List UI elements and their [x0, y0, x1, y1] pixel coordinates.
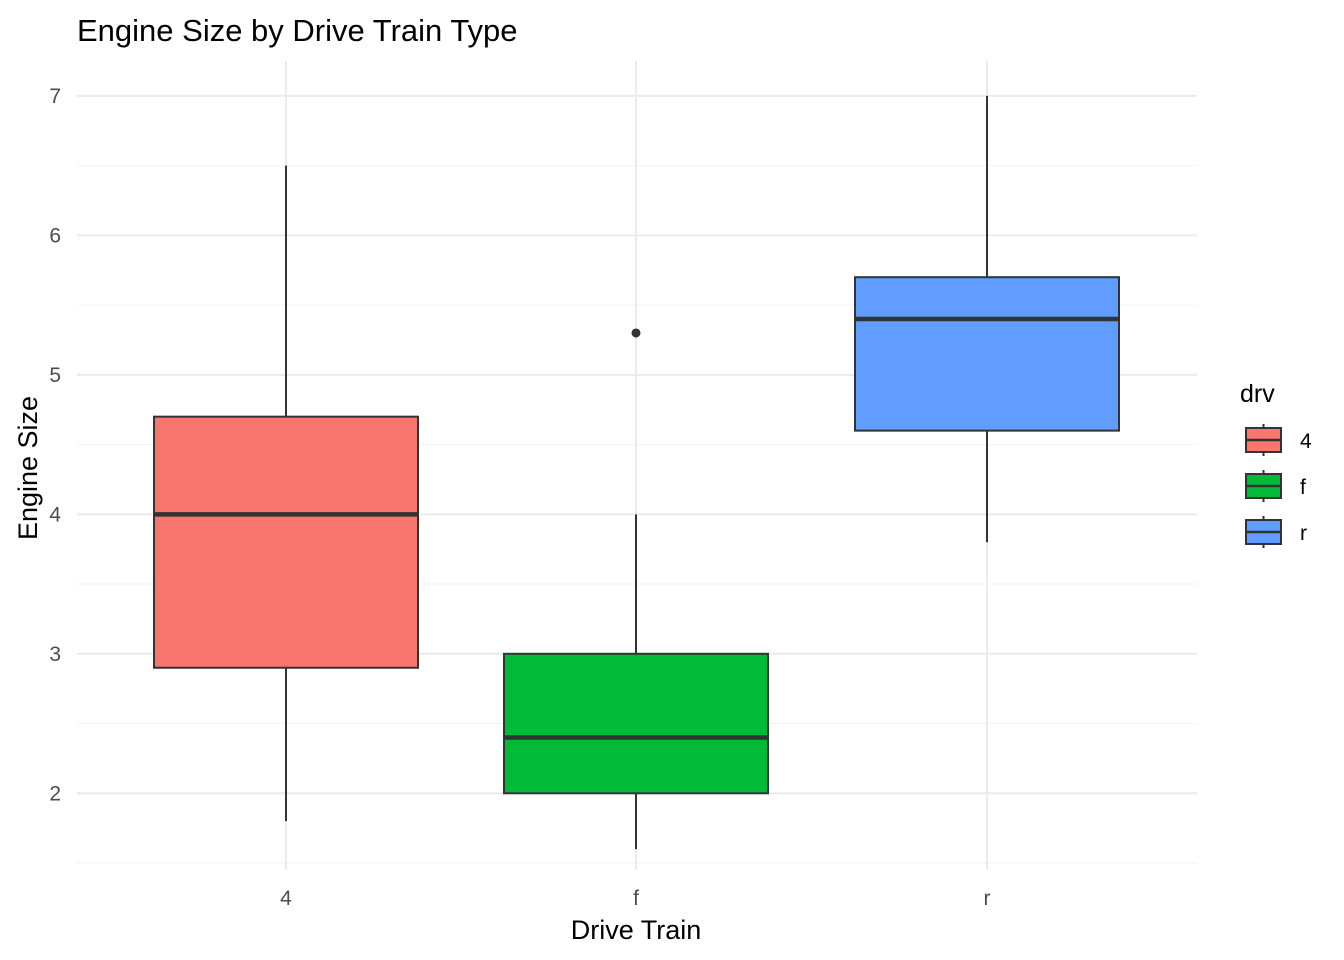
outlier-point: [631, 328, 641, 338]
x-tick-label: f: [633, 887, 639, 910]
box-f: [503, 328, 769, 850]
x-axis-tick-labels: 4 f r: [280, 887, 990, 910]
y-axis-tick-labels: 2 3 4 5 6 7: [49, 85, 61, 805]
y-tick-label: 5: [49, 364, 61, 387]
box-4: [153, 165, 419, 822]
legend-items: 4 fr: [1245, 424, 1312, 548]
y-tick-label: 4: [49, 503, 61, 526]
x-tick-label: 4: [280, 887, 292, 910]
x-tick-label: r: [984, 887, 991, 910]
legend-key-f: [1245, 470, 1282, 502]
chart-title: Engine Size by Drive Train Type: [77, 13, 518, 48]
legend-label: 4: [1300, 430, 1312, 453]
legend-key-r: [1245, 516, 1282, 548]
box-r: [854, 95, 1120, 543]
y-axis-title: Engine Size: [13, 396, 43, 540]
legend-key-4: [1245, 424, 1282, 456]
box-body: [503, 652, 769, 795]
legend: drv 4 fr: [1240, 380, 1312, 548]
x-axis-title: Drive Train: [571, 915, 702, 945]
y-tick-label: 6: [49, 224, 61, 247]
y-tick-label: 3: [49, 643, 61, 666]
legend-label: r: [1300, 522, 1307, 545]
y-tick-label: 7: [49, 85, 61, 108]
box-layer: [153, 95, 1120, 850]
y-tick-label: 2: [49, 782, 61, 805]
legend-label: f: [1300, 476, 1306, 499]
box-body: [153, 415, 419, 669]
legend-title: drv: [1240, 380, 1275, 408]
box-body: [854, 276, 1120, 432]
